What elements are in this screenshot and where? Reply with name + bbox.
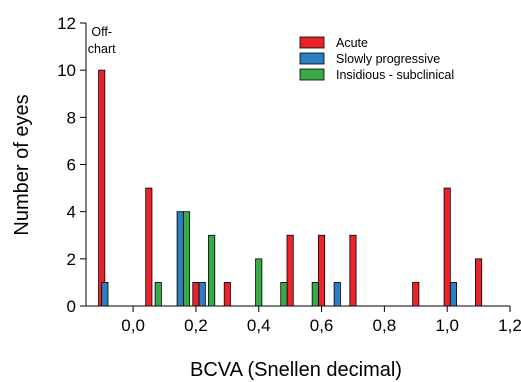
y-axis-label: Number of eyes: [11, 94, 33, 235]
bar: [443, 187, 451, 307]
x-tick-label: 1,2: [498, 316, 521, 335]
bar: [182, 211, 191, 307]
bar: [145, 187, 153, 307]
legend-label: Slowly progressive: [336, 52, 440, 66]
y-tick-label: 12: [57, 14, 76, 33]
bar: [475, 258, 483, 307]
bar: [255, 258, 263, 307]
bar: [176, 211, 184, 307]
bar: [311, 282, 319, 307]
bar: [98, 69, 106, 307]
bar: [318, 234, 326, 307]
y-tick-label: 6: [67, 156, 76, 175]
legend-swatch: [299, 68, 325, 81]
y-tick-label: 2: [67, 250, 76, 269]
x-tick-label: 0,2: [184, 316, 208, 335]
bar: [101, 282, 109, 307]
bar: [192, 282, 200, 307]
bar: [412, 282, 420, 307]
y-tick-label: 4: [67, 203, 76, 222]
bar: [223, 282, 231, 307]
x-axis-label: BCVA (Snellen decimal): [190, 359, 402, 381]
chart-ticks: 0 2 4 6 8 10 12 0,0 0,2 0,4 0,6 0,8 1,0 1,2: [57, 14, 521, 335]
x-tick-label: 1,0: [435, 316, 459, 335]
legend-label: Acute: [336, 36, 368, 50]
bar: [333, 282, 341, 307]
legend-swatch: [299, 52, 325, 65]
legend-swatch: [299, 36, 325, 49]
bar: [449, 282, 458, 307]
x-tick-label: 0,6: [310, 316, 334, 335]
bar: [198, 282, 206, 307]
x-tick-label: 0,4: [247, 316, 271, 335]
y-tick-label: 10: [57, 61, 76, 80]
chart-bars: [98, 69, 483, 307]
off-chart-annotation: Off-chart: [88, 25, 116, 56]
y-tick-label: 8: [67, 108, 76, 127]
chart-legend: Acute Slowly progressive Insidious - subcl…: [299, 36, 454, 82]
y-tick-label: 0: [67, 297, 76, 316]
bar: [349, 234, 357, 307]
bar: [154, 282, 162, 307]
x-tick-label: 0,8: [373, 316, 397, 335]
bar: [208, 234, 216, 307]
x-tick-label: 0,0: [121, 316, 145, 335]
legend-label: Insidious - subclinical: [336, 68, 454, 82]
bar: [280, 282, 288, 307]
bar: [286, 234, 294, 307]
